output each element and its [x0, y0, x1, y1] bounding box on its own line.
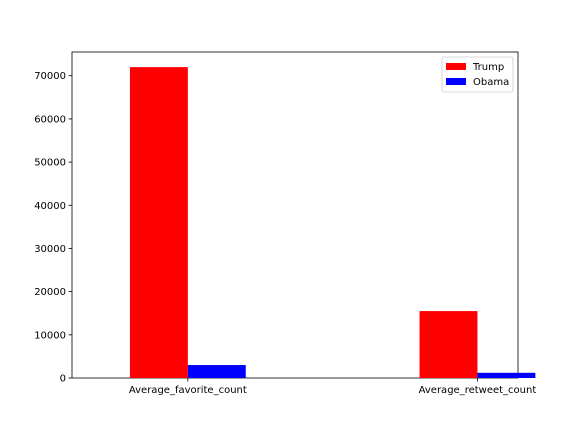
y-tick-label: 70000 — [34, 71, 66, 82]
y-axis: 0 10000 20000 30000 40000 50000 60000 70000 — [34, 71, 72, 385]
x-tick-label: Average_favorite_count — [129, 385, 247, 396]
legend-swatch-obama — [446, 78, 466, 85]
y-tick-label: 60000 — [34, 114, 66, 125]
bar-obama-0 — [187, 365, 246, 378]
y-tick-label: 50000 — [34, 158, 66, 169]
y-tick-label: 0 — [60, 374, 66, 385]
y-tick-label: 10000 — [34, 330, 66, 341]
bar-obama-1 — [477, 372, 536, 378]
y-tick-label: 40000 — [34, 201, 66, 212]
y-tick-label: 30000 — [34, 244, 66, 255]
legend-label-obama: Obama — [473, 77, 509, 88]
y-tick-label: 20000 — [34, 287, 66, 298]
x-tick-label: Average_retweet_count — [419, 385, 537, 396]
legend-swatch-trump — [446, 63, 466, 70]
legend-label-trump: Trump — [472, 62, 504, 73]
bar-trump-1 — [419, 311, 478, 378]
bar-trump-0 — [129, 67, 188, 378]
legend: Trump Obama — [441, 56, 514, 93]
bars-group — [129, 67, 536, 378]
x-axis: Average_favorite_count Average_retweet_co… — [129, 378, 536, 396]
